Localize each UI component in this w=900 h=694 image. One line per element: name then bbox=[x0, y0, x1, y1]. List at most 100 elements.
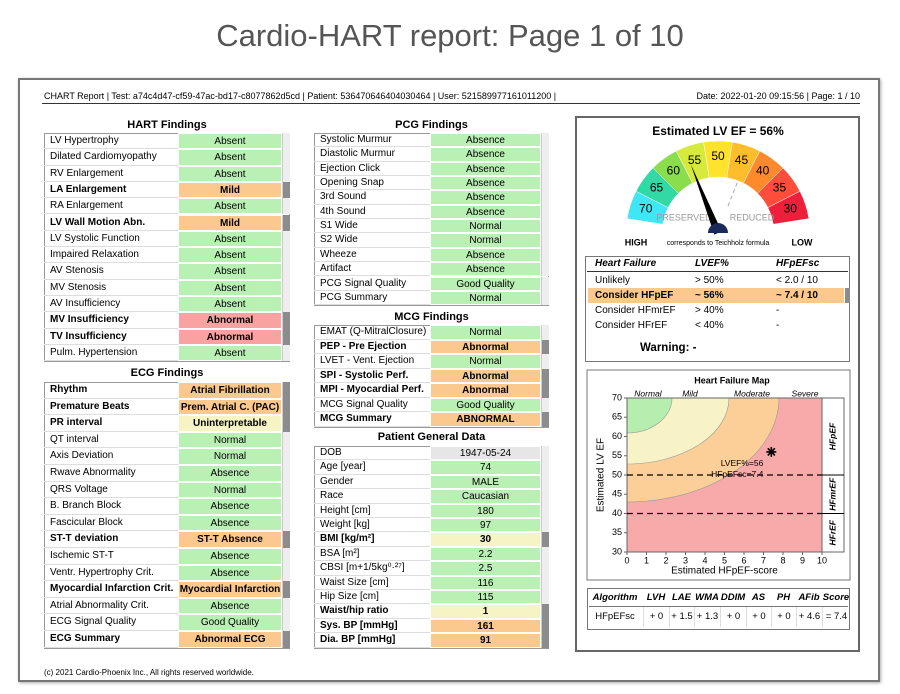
algo-cell: HFpEFsc bbox=[595, 611, 635, 622]
row-label: Sys. BP [mmHg] bbox=[314, 619, 430, 634]
row-label: Waist/hip ratio bbox=[314, 604, 430, 619]
row-value: MALE bbox=[430, 474, 541, 490]
row-value: Uninterpretable bbox=[178, 415, 282, 432]
row-value: Prem. Atrial C. (PAC) bbox=[178, 398, 282, 416]
scroll-marker bbox=[282, 279, 290, 296]
data-point bbox=[766, 446, 777, 457]
row-label: Axis Deviation bbox=[44, 448, 178, 465]
algo-cell: + 0 bbox=[643, 607, 669, 627]
scroll-marker bbox=[541, 219, 549, 234]
row-label: QRS Voltage bbox=[44, 482, 178, 499]
scroll-marker bbox=[541, 474, 549, 490]
hf-frame bbox=[585, 256, 850, 362]
row-label: LV Wall Motion Abn. bbox=[44, 215, 178, 231]
row-value: Normal bbox=[430, 325, 541, 340]
row-label: Opening Snap bbox=[314, 176, 430, 191]
algo-cell: + 4.6 bbox=[796, 607, 822, 627]
row-value: Mild bbox=[178, 181, 282, 199]
footer: (c) 2021 Cardio-Phoenix Inc., All rights… bbox=[44, 668, 254, 677]
x-tick-label: 5 bbox=[722, 555, 727, 565]
header-left: CHART Report | Test: a74c4d47-cf59-47ac-… bbox=[44, 91, 557, 101]
row-value: Absence bbox=[178, 465, 282, 482]
y-tick-label: 30 bbox=[612, 546, 622, 556]
region bbox=[627, 398, 673, 434]
zone-label: HFpEF bbox=[827, 422, 837, 450]
row-label: PCG Summary bbox=[314, 291, 430, 306]
hf-cell: Consider HFpEF bbox=[595, 290, 674, 301]
row-label: Race bbox=[314, 489, 430, 504]
scroll-marker bbox=[541, 190, 549, 205]
scroll-marker bbox=[282, 328, 290, 345]
zone-label: HFmrEF bbox=[827, 477, 837, 511]
row-value: Absent bbox=[178, 165, 282, 182]
algo-header: WMA bbox=[695, 592, 719, 603]
y-tick-label: 65 bbox=[612, 412, 622, 422]
row-value: 91 bbox=[430, 633, 541, 648]
x-tick-label: 2 bbox=[663, 555, 668, 565]
row-label: LVET - Vent. Ejection bbox=[314, 354, 430, 369]
x-tick-label: 8 bbox=[780, 555, 785, 565]
algo-header: LVH bbox=[646, 592, 666, 603]
row-value: Normal bbox=[178, 431, 282, 449]
row-label: Rhythm bbox=[44, 382, 178, 399]
scroll-marker bbox=[282, 312, 290, 329]
gauge-tick-label: 30 bbox=[784, 202, 798, 216]
zone-label: HFrEF bbox=[827, 519, 837, 545]
hf-cell: - bbox=[776, 320, 780, 331]
scroll-marker bbox=[541, 546, 549, 562]
gauge-tick-label: 55 bbox=[688, 153, 702, 167]
row-value: Normal bbox=[178, 448, 282, 465]
row-label: ECG Signal Quality bbox=[44, 614, 178, 631]
scroll-marker bbox=[282, 263, 290, 280]
scroll-marker bbox=[282, 581, 290, 598]
row-value: Normal bbox=[430, 290, 541, 306]
scroll-marker bbox=[541, 489, 549, 504]
row-value: 1947-05-24 bbox=[430, 446, 541, 461]
x-axis-label: Estimated HFpEF-score bbox=[671, 566, 778, 577]
page-title: Cardio-HART report: Page 1 of 10 bbox=[216, 18, 684, 53]
row-value: Absence bbox=[178, 564, 282, 582]
row-value: 97 bbox=[430, 518, 541, 533]
hf-cell: Consider HFrEF bbox=[595, 320, 668, 331]
row-label: Dilated Cardiomyopathy bbox=[44, 149, 178, 166]
hf-highlight bbox=[588, 288, 844, 303]
scroll-marker bbox=[541, 618, 549, 634]
row-label: Height [cm] bbox=[314, 504, 430, 518]
row-value: 2.2 bbox=[430, 546, 541, 562]
row-value: 1 bbox=[430, 604, 541, 619]
row-value: Absent bbox=[178, 198, 282, 215]
algo-header: DDIM bbox=[720, 592, 746, 603]
y-tick-label: 55 bbox=[612, 450, 622, 460]
algo-rule bbox=[589, 606, 848, 607]
scroll-marker bbox=[282, 597, 290, 615]
row-label: MCG Summary bbox=[314, 412, 430, 427]
row-value: 2.5 bbox=[430, 561, 541, 576]
row-value: ST-T Absence bbox=[178, 531, 282, 548]
row-value: Absent bbox=[178, 279, 282, 296]
algo-cell: + 1.5 bbox=[669, 607, 694, 627]
x-tick-label: 1 bbox=[644, 555, 649, 565]
gauge-tick-label: 45 bbox=[735, 153, 749, 167]
gauge-tick-label: 60 bbox=[667, 164, 681, 178]
region-label: Moderate bbox=[734, 388, 770, 398]
row-value: Good Quality bbox=[430, 397, 541, 412]
row-label: LV Hypertrophy bbox=[44, 133, 178, 150]
scroll-marker bbox=[541, 290, 549, 306]
row-value: Absent bbox=[178, 263, 282, 280]
gauge-hub bbox=[708, 223, 728, 233]
row-value: Myocardial Infarction bbox=[178, 581, 282, 598]
row-value: Absence bbox=[430, 176, 541, 191]
hf-cell: < 2.0 / 10 bbox=[776, 275, 818, 286]
y-tick-label: 40 bbox=[612, 508, 622, 518]
scroll-marker bbox=[282, 514, 290, 532]
row-label: Weight [kg] bbox=[314, 518, 430, 533]
gauge-tick-label: 35 bbox=[773, 181, 787, 195]
row-value: Absence bbox=[178, 597, 282, 615]
row-label: Waist Size [cm] bbox=[314, 576, 430, 590]
row-label: Hip Size [cm] bbox=[314, 590, 430, 605]
region-label: Normal bbox=[634, 388, 663, 398]
scroll-marker bbox=[541, 460, 549, 475]
row-label: 3rd Sound bbox=[314, 190, 430, 205]
region-label: Severe bbox=[792, 388, 819, 398]
hf-header: HFpEFsc bbox=[776, 258, 820, 269]
